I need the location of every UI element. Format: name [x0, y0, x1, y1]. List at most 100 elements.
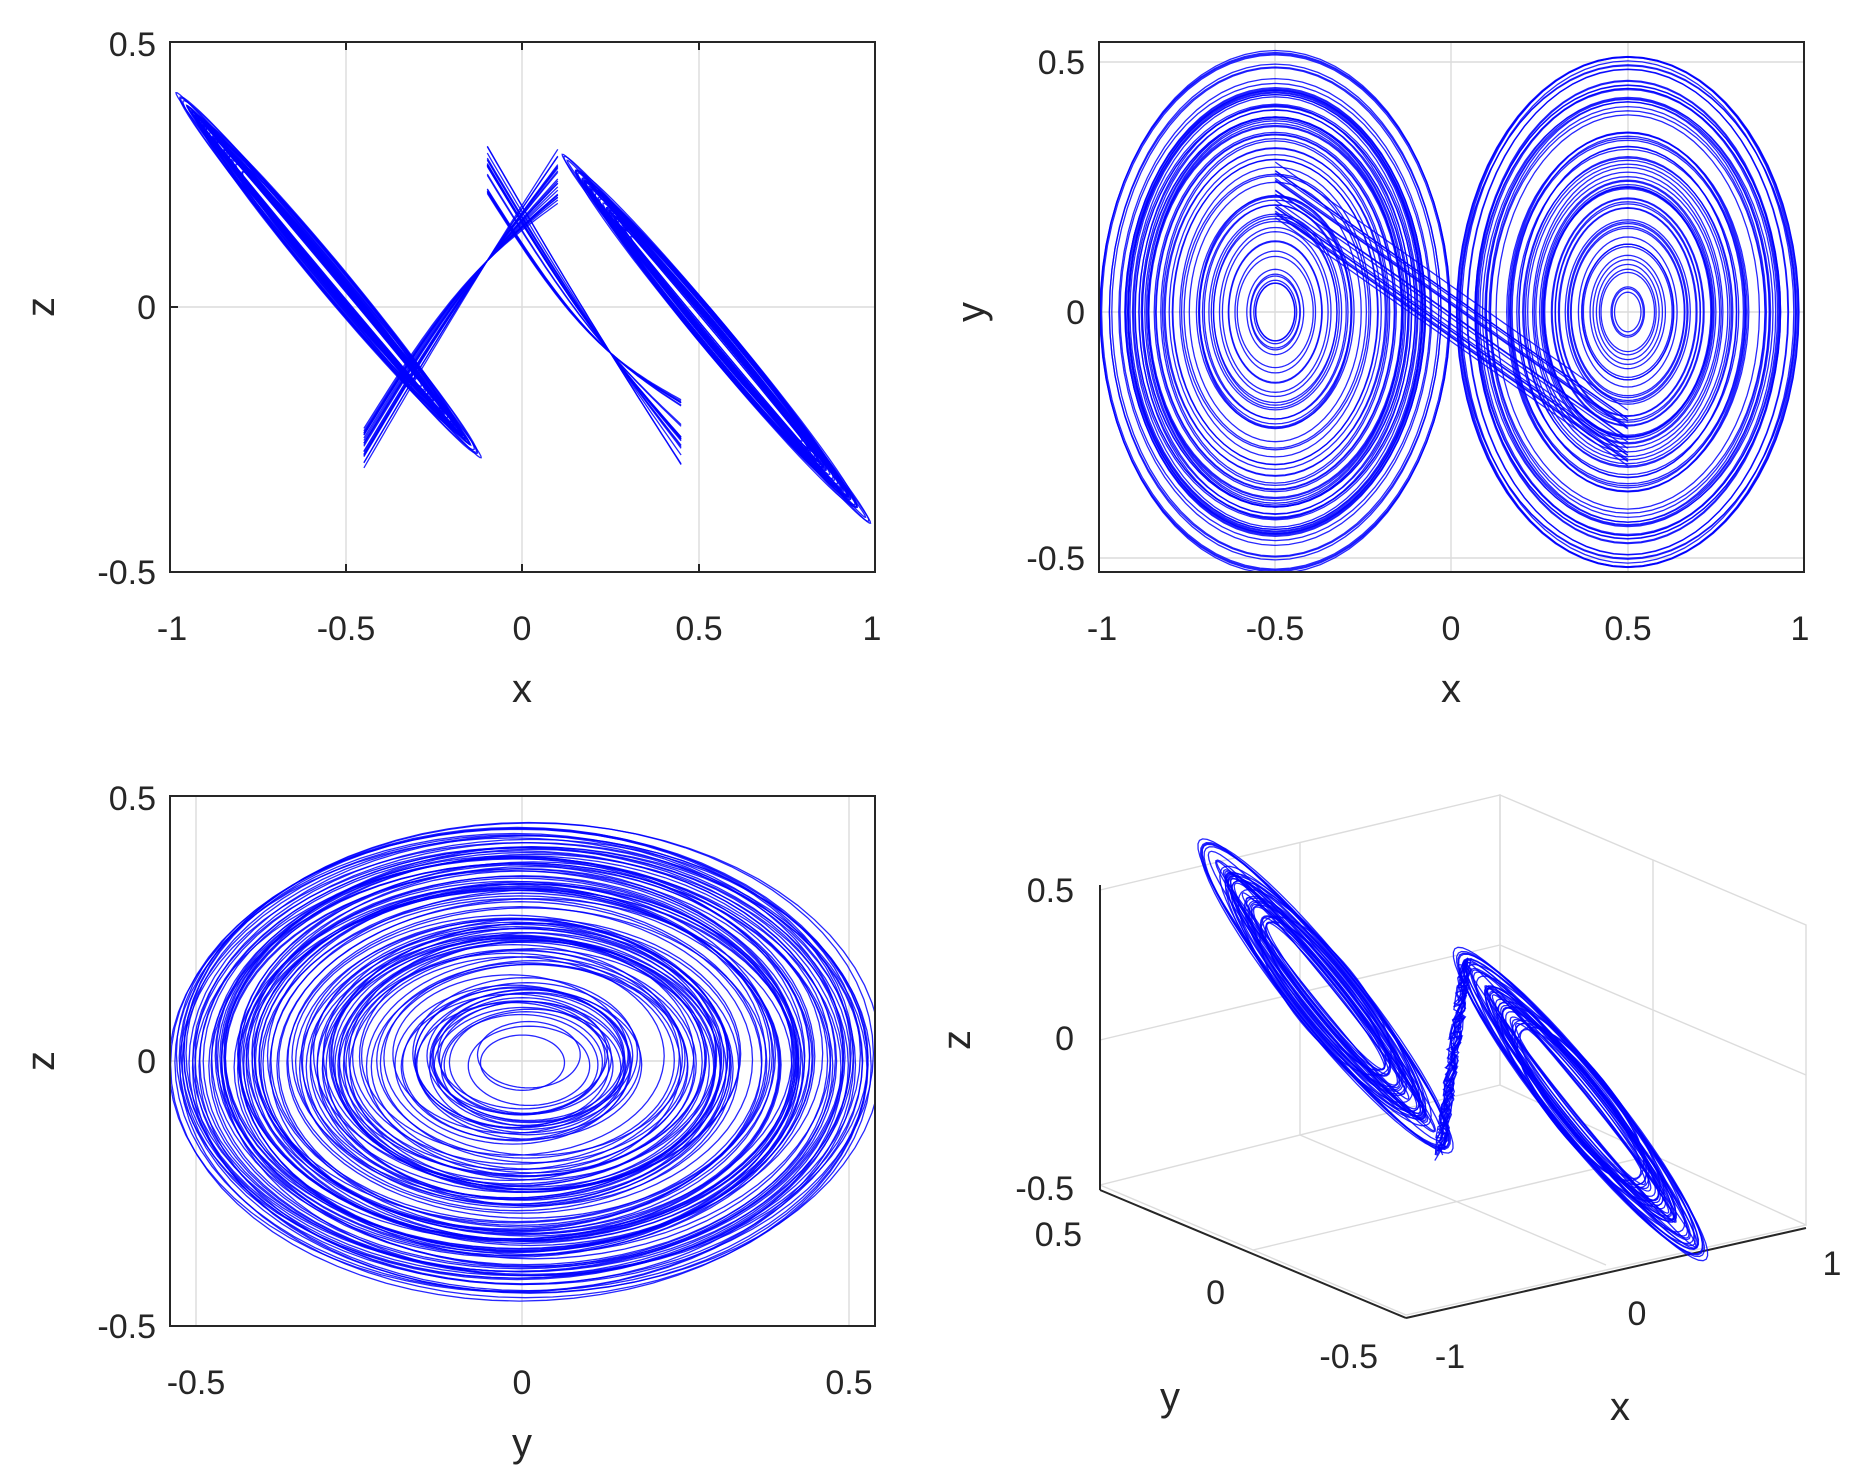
scroll-right — [1466, 68, 1790, 556]
scroll-left — [1111, 67, 1440, 557]
scroll-left — [1147, 118, 1404, 506]
orbit-loop — [443, 1013, 599, 1116]
attractor-band-right — [1514, 1022, 1647, 1186]
transition-curve — [486, 158, 682, 447]
crossing-curve — [1274, 170, 1629, 420]
orbit-loop — [325, 927, 740, 1207]
scroll-right — [1544, 186, 1712, 438]
attractor-band-left — [201, 123, 457, 428]
ytick-label: 0 — [137, 1043, 156, 1081]
z-axis-label: z — [935, 1030, 979, 1050]
trajectory-yz — [170, 821, 875, 1302]
orbit-loop — [237, 864, 811, 1244]
scroll-left — [1125, 91, 1426, 533]
attractor-band-right — [1456, 950, 1705, 1258]
attractor-band-right — [613, 215, 820, 463]
orbit-loop — [392, 974, 629, 1134]
crossing-curve — [1274, 217, 1629, 467]
scroll-right — [1456, 56, 1800, 568]
scroll-right — [1523, 156, 1733, 468]
crossing-curve — [1274, 193, 1629, 443]
scroll-right — [1613, 291, 1642, 333]
attractor-band-right — [608, 209, 825, 469]
scroll-left — [1108, 63, 1442, 561]
attractor-band-left — [1247, 900, 1404, 1092]
attractor-band-left — [193, 113, 464, 437]
attractor-band-left — [1231, 880, 1420, 1112]
scroll-left — [1254, 282, 1296, 342]
attractor-band-left — [205, 127, 452, 423]
attractor-band-right — [610, 212, 822, 466]
orbit-loop — [438, 1000, 613, 1116]
attractor-band-right — [609, 210, 824, 468]
scroll-left — [1129, 93, 1422, 531]
xtick-label: -0.5 — [167, 1364, 226, 1402]
attractor-band-left — [1215, 860, 1436, 1132]
scroll-left — [1208, 213, 1343, 411]
attractor-band-right — [597, 196, 836, 481]
attractor-band-left — [1219, 865, 1432, 1127]
axes-box-xy — [1098, 41, 1805, 573]
ticks-xz — [170, 42, 700, 572]
attractor-band-left — [1229, 877, 1422, 1115]
attractor-band-left — [213, 137, 444, 413]
orbit-loop — [426, 988, 634, 1124]
orbit-loop — [432, 991, 630, 1123]
orbit-loop — [170, 837, 857, 1293]
attractor-band-left — [1227, 875, 1424, 1117]
attractor-band-left — [1250, 903, 1401, 1089]
ztick-label: 0.5 — [1027, 872, 1074, 910]
scroll-right — [1589, 254, 1667, 370]
scroll-left — [1179, 166, 1372, 458]
scroll-right — [1495, 114, 1761, 510]
scroll-right — [1595, 263, 1660, 361]
orbit-loop — [479, 1034, 566, 1091]
scroll-right — [1558, 207, 1697, 417]
orbit-loop — [437, 997, 609, 1110]
xtick-label: -0.5 — [317, 610, 376, 648]
attractor-band-left — [1227, 875, 1424, 1117]
ytick-label: 0.5 — [109, 26, 156, 64]
scroll-right — [1485, 101, 1771, 523]
attractor-band-left — [198, 119, 459, 431]
scroll-left — [1236, 255, 1314, 369]
attractor-band-right — [623, 228, 810, 450]
attractor-band-right — [1466, 963, 1695, 1245]
orbit-loop — [332, 935, 707, 1187]
orbit-loop — [309, 934, 716, 1199]
scroll-right — [1524, 159, 1731, 465]
attractor-band-left — [196, 117, 461, 433]
scroll-left — [1171, 158, 1379, 466]
attractor-band-right — [1484, 986, 1677, 1222]
scroll-left — [1134, 105, 1416, 519]
orbit-loop — [316, 931, 721, 1205]
transition-curve — [363, 166, 559, 456]
scroll-left — [1099, 49, 1451, 572]
attractor-band-left — [1250, 904, 1401, 1088]
orbit-loop — [338, 952, 682, 1182]
attractor-band-left — [1224, 872, 1427, 1120]
xtick-label: 0.5 — [1604, 610, 1651, 648]
attractor-band-right — [1463, 959, 1698, 1249]
crossing-curve — [1274, 180, 1629, 430]
crossing-curve — [1274, 177, 1629, 427]
scroll-left — [1144, 116, 1407, 508]
attractor-band-right — [615, 218, 818, 460]
x-axis-label: x — [512, 667, 532, 711]
attractor-band-right — [1505, 1011, 1656, 1197]
scroll-right — [1533, 171, 1722, 453]
attractor-band-left — [1201, 843, 1450, 1149]
crossing-curve — [1274, 161, 1629, 411]
scroll-left — [1197, 194, 1353, 430]
transition-curve — [486, 174, 682, 426]
attractor-band-left — [1230, 878, 1421, 1114]
transition-curve — [363, 178, 559, 447]
orbit-loop — [233, 883, 804, 1252]
orbit-loop — [383, 959, 686, 1156]
orbit-loop — [467, 1025, 591, 1107]
attractor-band-left — [1260, 915, 1391, 1077]
scroll-left — [1212, 218, 1338, 406]
scroll-right — [1516, 148, 1740, 476]
xtick-label: -0.5 — [1246, 610, 1305, 648]
attractor-band-left — [179, 97, 478, 453]
